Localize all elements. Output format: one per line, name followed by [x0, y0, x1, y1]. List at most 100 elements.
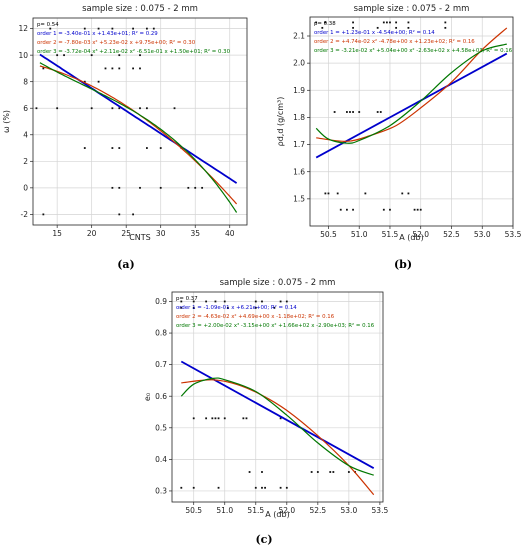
panel-caption: (b) [394, 258, 412, 271]
x-tick-label: 51.0 [216, 506, 233, 515]
data-point [139, 186, 141, 189]
data-point [205, 300, 208, 303]
x-tick-label: 52.5 [443, 230, 460, 239]
data-point [104, 67, 107, 70]
data-point [118, 107, 121, 110]
data-point [395, 26, 398, 29]
panel-caption: (a) [117, 258, 135, 271]
y-tick-label: 0.7 [155, 360, 167, 369]
y-tick-label: -2 [21, 210, 29, 219]
y-tick-label: 0.3 [155, 487, 167, 496]
data-point [56, 107, 59, 110]
fit-annotation-2: order 2 = -4.63e-02 x² +4.69e+00 x -1.18… [176, 313, 335, 320]
data-point [273, 306, 276, 309]
data-point [444, 26, 447, 29]
plot-frame [309, 16, 514, 227]
data-point [261, 300, 263, 303]
y-tick-label: 2 [23, 157, 28, 166]
x-tick-label: 53.5 [505, 230, 522, 239]
data-point [118, 147, 121, 149]
x-axis-label: A (db) [265, 510, 289, 519]
data-point [63, 54, 65, 57]
data-point [352, 208, 354, 211]
y-tick-label: 1.8 [293, 113, 305, 122]
data-point [83, 147, 86, 149]
plot-frame [32, 17, 248, 226]
data-point [146, 27, 148, 30]
fit-annotation-2: order 2 = -7.80e-03 x² +5.23e-02 x +9.75… [37, 39, 196, 46]
data-point [254, 300, 257, 303]
data-point [279, 300, 282, 303]
x-tick-label: 25 [121, 229, 131, 238]
data-point [83, 80, 86, 83]
data-point [111, 67, 114, 70]
y-axis-label: ρd,d (g/cm³) [276, 97, 285, 147]
x-tick-label: 51.5 [382, 230, 399, 239]
data-point [146, 107, 148, 110]
fit-curves [39, 53, 238, 213]
data-point [118, 186, 121, 189]
data-point [242, 417, 245, 420]
data-point [173, 107, 176, 110]
x-tick-label: 52.5 [309, 506, 326, 515]
data-point [180, 306, 183, 309]
data-point [118, 67, 121, 70]
data-point [413, 208, 416, 211]
y-tick-label: 2.0 [293, 59, 305, 68]
data-point [83, 27, 86, 30]
y-tick-label: 0.8 [155, 329, 167, 338]
data-point [261, 471, 263, 473]
data-point [316, 471, 319, 473]
data-point [205, 417, 208, 420]
fit-annotation-2: order 2 = +4.74e-02 x² -4.78e+00 x +1.23… [314, 38, 475, 45]
data-point [254, 306, 257, 309]
fit-annotation-1: order 1 = -1.09e-01 x +6.21e+00; R² = 0.… [176, 304, 297, 311]
data-point [111, 186, 114, 189]
data-point [376, 111, 379, 113]
data-point [376, 26, 379, 29]
y-tick-label: 1.9 [293, 86, 305, 95]
data-point [389, 21, 391, 24]
data-point [194, 186, 197, 189]
chart-panel-1: 15 20 25 30 35 40 -2 0 2 4 6 8 10 12 p= 0.54 order 1 = … [2, 4, 248, 271]
fit-curves [315, 27, 508, 159]
data-point [111, 27, 114, 30]
data-point [379, 111, 382, 113]
y-tick-label: 2.1 [293, 32, 305, 41]
data-point [364, 192, 367, 195]
fit-curves [180, 360, 375, 496]
data-point [349, 111, 351, 113]
data-point [324, 21, 327, 24]
y-tick-label: 0.4 [155, 455, 167, 464]
data-point [152, 27, 155, 30]
fit-curve-order-3 [180, 377, 374, 476]
panel-caption: (c) [255, 533, 272, 546]
data-point [444, 21, 447, 24]
data-point [407, 192, 410, 195]
data-point [139, 107, 141, 110]
y-tick-label: 0.5 [155, 423, 167, 432]
x-tick-label: 20 [87, 229, 97, 238]
data-point [192, 306, 195, 309]
data-point [214, 417, 217, 420]
x-tick-label: 52.0 [278, 506, 295, 515]
data-point [97, 27, 100, 30]
data-point [285, 486, 288, 489]
data-point [97, 80, 100, 83]
data-point [389, 208, 391, 211]
data-point [310, 471, 313, 473]
x-tick-label: 51.5 [247, 506, 264, 515]
chart-title: sample size : 0.075 - 2 mm [354, 4, 470, 14]
data-point [111, 107, 114, 110]
x-tick-label: 52.0 [412, 230, 429, 239]
chart-title: sample size : 0.075 - 2 mm [82, 4, 198, 14]
fit-annotation-3: order 3 = -3.72e-04 x³ +2.11e-02 x² -6.5… [37, 48, 231, 55]
y-axis-label: ω (%) [2, 110, 11, 133]
data-point [407, 21, 410, 24]
x-tick-label: 53.5 [372, 506, 389, 515]
fit-curve-order-1 [39, 53, 238, 184]
y-tick-label: 0 [23, 183, 28, 192]
data-point [132, 67, 134, 70]
data-point [327, 192, 330, 195]
data-point [35, 107, 38, 110]
